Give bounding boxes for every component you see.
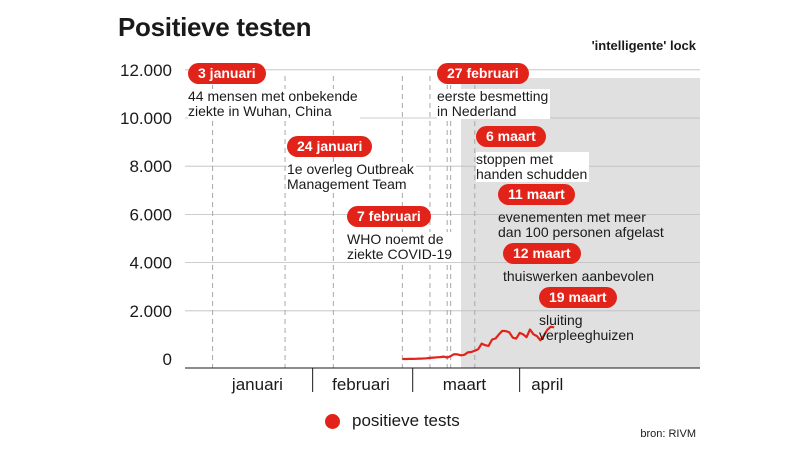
event-annotation: 27 februari eerste besmetting in Nederla… [437,63,551,119]
event-marker-lines [212,76,476,368]
lockdown-label: 'intelligente' lock [591,38,696,53]
y-tick-label: 0 [163,350,172,369]
event-text-line: ziekte COVID-19 [347,246,453,262]
event-text-line: evenementen met meer [498,209,646,225]
event-text: WHO noemt de ziekte COVID-19 [347,231,455,262]
event-text-line: Management Team [287,176,407,192]
x-month-label: januari [231,375,283,394]
event-text-line: dan 100 personen afgelast [498,224,664,240]
legend: positieve tests [325,411,460,431]
event-annotation: 12 maart thuiswerken aanbevolen [503,243,656,284]
event-annotation: 7 februari WHO noemt de ziekte COVID-19 [347,206,455,262]
y-tick-label: 4.000 [129,254,172,273]
event-annotation: 11 maart evenementen met meer dan 100 pe… [498,184,666,240]
y-tick-label: 6.000 [129,205,172,224]
event-annotation: 3 januari 44 mensen met onbekende ziekte… [188,63,360,119]
legend-label: positieve tests [352,411,460,430]
x-month-label: maart [443,375,487,394]
event-annotation: 6 maart stoppen met handen schudden [476,126,590,182]
event-date-badge: 24 januari [287,136,373,157]
event-text-line: verpleeghuizen [539,327,634,343]
event-text-line: 1e overleg Outbreak [287,161,414,177]
event-date-badge: 7 februari [347,206,431,227]
event-text-line: sluiting [539,312,583,328]
y-tick-label: 12.000 [120,61,172,80]
event-date-badge: 6 maart [476,126,546,147]
event-annotation: 19 maart sluiting verpleeghuizen [539,287,636,343]
event-date-badge: 19 maart [539,287,617,308]
legend-marker-dot [325,413,340,429]
event-text: 1e overleg Outbreak Management Team [287,162,416,192]
event-text-line: handen schudden [476,166,588,182]
event-annotation: 24 januari 1e overleg Outbreak Managemen… [287,136,416,192]
event-text: 44 mensen met onbekende ziekte in Wuhan,… [188,89,360,119]
x-month-label: april [531,375,563,394]
month-separators [312,368,521,392]
x-axis-month-labels: januari februari maart april [231,375,563,394]
event-text: stoppen met handen schudden [476,151,590,182]
source-note: bron: RIVM [640,428,696,440]
event-text: thuiswerken aanbevolen [503,269,656,284]
y-tick-label: 10.000 [120,109,172,128]
event-date-badge: 12 maart [503,243,581,264]
event-date-badge: 11 maart [498,184,575,205]
event-text-line: stoppen met [476,151,554,167]
event-date-badge: 27 februari [437,63,529,84]
event-text-line: eerste besmetting [437,88,549,104]
event-text-line: ziekte in Wuhan, China [188,103,332,119]
event-text: sluiting verpleeghuizen [539,313,636,343]
event-text-line: in Nederland [437,103,517,119]
y-axis-ticks: 0 2.000 4.000 6.000 8.000 10.000 12.000 [120,61,172,369]
event-text-line: WHO noemt de [347,231,444,247]
event-text-line: 44 mensen met onbekende [188,88,358,104]
x-month-label: februari [332,375,390,394]
series-line-positieve-tests [402,325,555,361]
y-tick-label: 8.000 [129,157,172,176]
event-text-line: thuiswerken aanbevolen [503,268,654,284]
chart-title: Positieve testen [118,12,312,42]
event-text: eerste besmetting in Nederland [437,88,551,119]
event-date-badge: 3 januari [188,63,266,84]
event-text: evenementen met meer dan 100 personen af… [498,210,666,240]
y-tick-label: 2.000 [129,302,172,321]
